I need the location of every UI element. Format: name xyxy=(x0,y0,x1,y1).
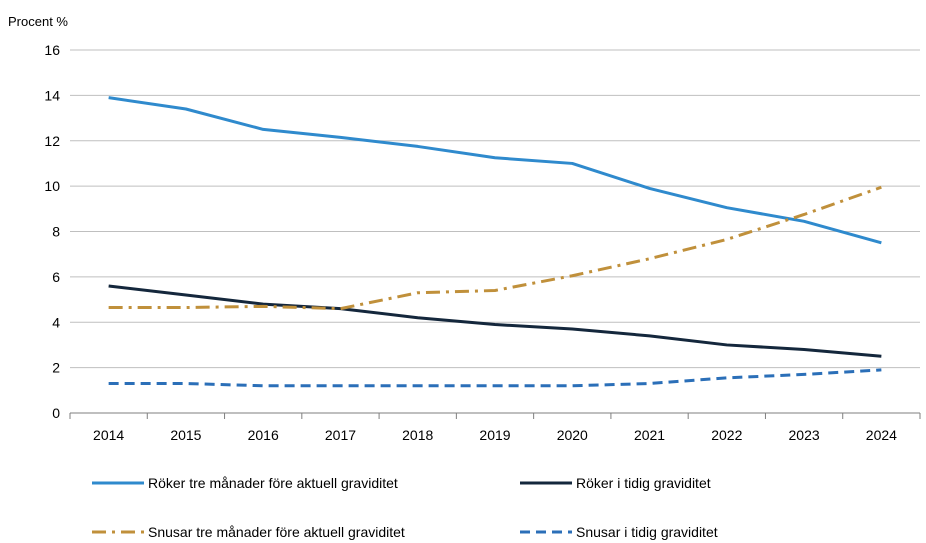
y-tick-label: 10 xyxy=(44,178,60,194)
data-point xyxy=(648,257,652,261)
data-point xyxy=(648,186,652,190)
axes: 0 2 4 6 8 10 12 14 16 2014 2015 2016 2017 2018 2019 202… xyxy=(44,42,921,443)
data-point xyxy=(493,288,497,292)
data-point xyxy=(570,327,574,331)
y-tick-label: 14 xyxy=(44,87,60,103)
data-point xyxy=(725,343,729,347)
data-point xyxy=(725,206,729,210)
y-tick-label: 8 xyxy=(52,224,60,240)
data-point xyxy=(261,127,265,131)
data-point xyxy=(725,237,729,241)
data-point xyxy=(184,382,188,386)
x-tick-label: 2022 xyxy=(711,427,742,443)
data-point xyxy=(648,334,652,338)
grid-lines xyxy=(70,49,920,369)
data-point xyxy=(416,291,420,295)
data-point xyxy=(802,347,806,351)
data-point xyxy=(570,161,574,165)
y-tick-label: 16 xyxy=(44,42,60,58)
data-point xyxy=(107,284,111,288)
data-point xyxy=(879,185,883,189)
series-lines xyxy=(107,96,883,388)
series-line-4 xyxy=(108,368,882,388)
data-point xyxy=(879,241,883,245)
x-tick-label: 2020 xyxy=(557,427,588,443)
x-tick-label: 2018 xyxy=(402,427,433,443)
data-point xyxy=(802,219,806,223)
x-tick-label: 2024 xyxy=(866,427,897,443)
data-point xyxy=(879,368,883,372)
x-tick-label: 2019 xyxy=(479,427,510,443)
data-point xyxy=(802,212,806,216)
x-tick-label: 2015 xyxy=(170,427,201,443)
x-tick-label: 2017 xyxy=(325,427,356,443)
legend-label: Röker i tidig graviditet xyxy=(576,475,711,491)
data-point xyxy=(107,306,111,310)
y-tick-label: 12 xyxy=(44,133,60,149)
y-tick-label: 2 xyxy=(52,360,60,376)
y-axis-label: Procent % xyxy=(8,14,68,29)
data-point xyxy=(261,304,265,308)
data-point xyxy=(725,376,729,380)
data-point xyxy=(184,306,188,310)
legend-label: Snusar i tidig graviditet xyxy=(576,524,718,540)
data-point xyxy=(879,354,883,358)
data-point xyxy=(802,372,806,376)
data-point xyxy=(107,96,111,100)
x-tick-label: 2021 xyxy=(634,427,665,443)
data-point xyxy=(493,323,497,327)
data-point xyxy=(648,382,652,386)
x-tick-label: 2014 xyxy=(93,427,124,443)
data-point xyxy=(107,382,111,386)
data-point xyxy=(416,144,420,148)
data-point xyxy=(493,384,497,388)
x-tick-label: 2023 xyxy=(789,427,820,443)
data-point xyxy=(261,384,265,388)
data-point xyxy=(416,384,420,388)
data-point xyxy=(493,156,497,160)
y-tick-label: 0 xyxy=(52,405,60,421)
data-point xyxy=(338,135,342,139)
series-line-3 xyxy=(108,185,882,311)
legend-label: Snusar tre månader före aktuell gravidit… xyxy=(148,524,405,540)
y-tick-label: 6 xyxy=(52,269,60,285)
data-point xyxy=(416,316,420,320)
data-point xyxy=(184,107,188,111)
y-tick-label: 4 xyxy=(52,314,60,330)
data-point xyxy=(570,384,574,388)
legend-label: Röker tre månader före aktuell gravidite… xyxy=(148,475,398,491)
data-point xyxy=(338,384,342,388)
data-point xyxy=(184,293,188,297)
x-tick-label: 2016 xyxy=(248,427,279,443)
legend: Röker tre månader före aktuell gravidite… xyxy=(92,475,718,540)
data-point xyxy=(570,274,574,278)
series-line-1 xyxy=(108,96,882,245)
data-point xyxy=(338,307,342,311)
series-line-2 xyxy=(108,284,882,358)
